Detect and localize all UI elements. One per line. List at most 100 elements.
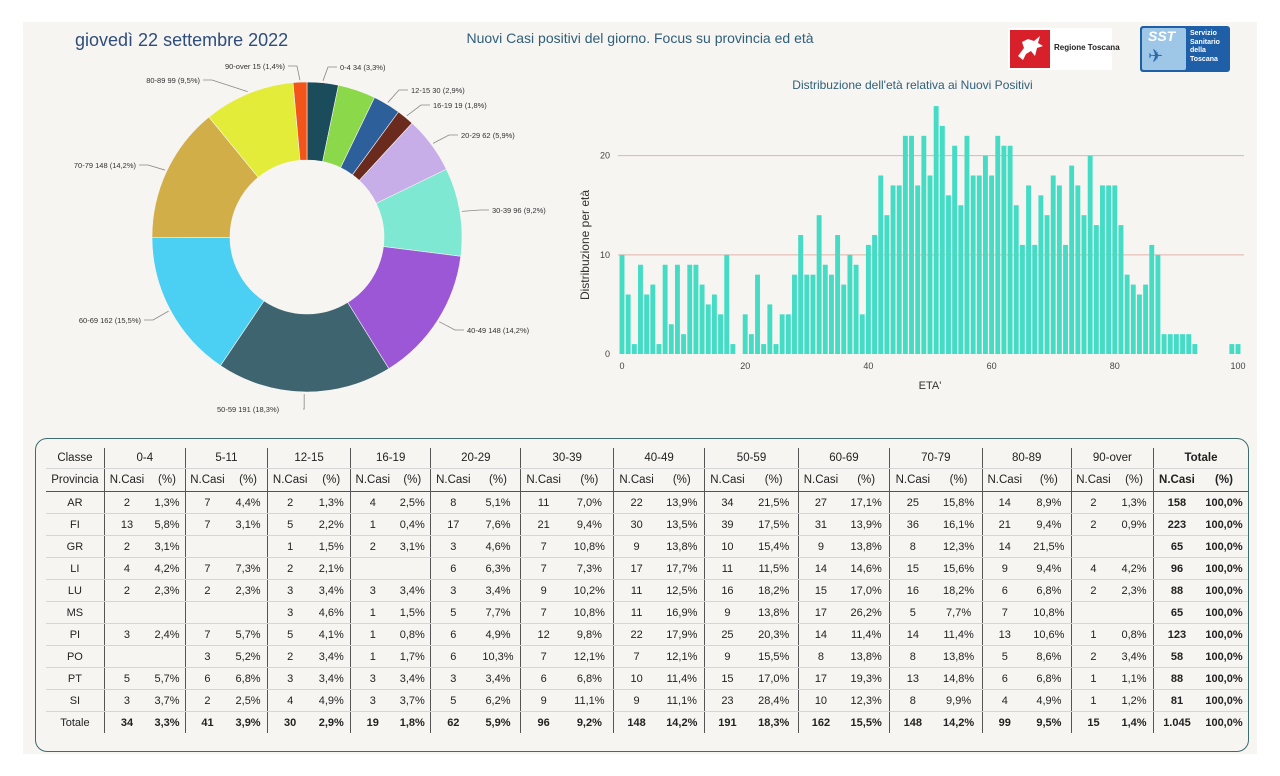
cell-pct: 7,3% (229, 557, 268, 580)
cell-ncasi: 7 (184, 513, 230, 536)
cell-pct: 13,9% (659, 491, 705, 514)
hist-bar (822, 264, 828, 354)
cell-pct: 17,5% (749, 513, 799, 536)
cell-total-pct: 100,0% (1199, 535, 1248, 558)
subheader-ncasi: N.Casi (797, 468, 844, 492)
cell-pct: 14,6% (843, 557, 890, 580)
cell-pct: 10,3% (475, 645, 521, 668)
cell-pct: 12,1% (659, 645, 705, 668)
hist-bar (878, 175, 884, 354)
total-ncasi: 62 (430, 711, 476, 733)
cell-ncasi: 13 (889, 667, 936, 690)
subheader-ncasi: N.Casi (430, 468, 476, 492)
hist-bar (909, 135, 914, 354)
cell-pct: 28,4% (749, 689, 799, 712)
province-code: LU (46, 579, 105, 602)
donut-slice-50-59 (220, 300, 390, 393)
cell-pct: 0,9% (1115, 513, 1154, 536)
province-code: FI (46, 513, 105, 536)
subheader-ncasi: N.Casi (1070, 468, 1116, 492)
cell-pct: 3,4% (312, 667, 351, 690)
table-row: FI 13 5,8% 7 3,1% 5 2,2% 1 0,4% 17 7,6% 21 9,4% 30 13,… (46, 513, 1248, 536)
cell-pct: 3,4% (475, 579, 521, 602)
province-age-table: Classe 0-4 5-11 12-15 16-19 20-29 30-39 40-49 50… (46, 448, 1248, 733)
cell-pct: 18,2% (935, 579, 983, 602)
cell-pct: 26,2% (843, 601, 890, 624)
cell-ncasi: 9 (704, 645, 750, 668)
hist-bar (619, 254, 625, 354)
cell-ncasi: 14 (797, 557, 844, 580)
donut-leader-line (322, 66, 337, 81)
cell-pct: 5,7% (149, 667, 186, 690)
cell-total-pct: 100,0% (1199, 645, 1248, 668)
cell-pct: 2,2% (312, 513, 351, 536)
cell-ncasi: 3 (103, 623, 150, 646)
subheader-pct: (%) (312, 468, 351, 492)
hist-bar (767, 304, 773, 354)
cell-ncasi: 6 (981, 667, 1027, 690)
cell-ncasi: 1 (350, 601, 395, 624)
hist-bar (964, 135, 970, 354)
hist-bar (1124, 274, 1130, 354)
header-classe: Classe (46, 448, 105, 469)
cell-pct (149, 601, 186, 624)
hist-ylabel: Distribuzione per età (578, 190, 592, 300)
dashboard-title: Nuovi Casi positivi del giorno. Focus su… (466, 30, 814, 46)
donut-label: 90-over 15 (1,4%) (225, 62, 286, 71)
cell-ncasi: 7 (184, 623, 230, 646)
cell-total-pct: 100,0% (1199, 689, 1248, 712)
hist-bar (1161, 334, 1167, 354)
cell-pct: 6,8% (229, 667, 268, 690)
cell-ncasi: 10 (704, 535, 750, 558)
cell-ncasi: 17 (797, 667, 844, 690)
cell-pct: 10,8% (565, 535, 614, 558)
cell-ncasi: 6 (430, 623, 476, 646)
cell-ncasi: 9 (704, 601, 750, 624)
cell-pct: 4,9% (312, 689, 351, 712)
hist-bar (989, 175, 995, 354)
hist-bar (927, 175, 933, 354)
table-row: SI 3 3,7% 2 2,5% 4 4,9% 3 3,7% 5 6,2% 9 11,1% 9 11,1% 2… (46, 689, 1248, 712)
cell-pct: 1,5% (394, 601, 431, 624)
cell-ncasi: 22 (612, 623, 660, 646)
subheader-ncasi: N.Casi (520, 468, 566, 492)
header-provincia: Provincia (46, 468, 105, 492)
hist-bar (810, 274, 816, 354)
header-age-group: 30-39 (520, 448, 614, 469)
hist-bar (828, 274, 834, 354)
cell-pct: 3,7% (394, 689, 431, 712)
hist-bar (1081, 215, 1087, 354)
hist-bar (631, 344, 637, 354)
hist-bar (1180, 334, 1186, 354)
cell-pct: 3,4% (312, 579, 351, 602)
hist-bar (1050, 175, 1056, 354)
totals-label: Totale (46, 711, 105, 733)
cell-pct: 20,3% (749, 623, 799, 646)
hist-bar (1155, 254, 1161, 354)
cell-pct: 21,5% (1026, 535, 1072, 558)
cell-pct: 18,2% (749, 579, 799, 602)
cell-ncasi: 1 (1070, 667, 1116, 690)
cell-ncasi: 14 (889, 623, 936, 646)
hist-bar (902, 135, 908, 354)
total-pct: 1,4% (1115, 711, 1154, 733)
histogram-title: Distribuzione dell'età relativa ai Nuovi… (792, 78, 1033, 92)
cell-ncasi: 9 (612, 689, 660, 712)
cell-pct: 1,2% (1115, 689, 1154, 712)
cell-ncasi: 31 (797, 513, 844, 536)
total-ncasi: 148 (889, 711, 936, 733)
cell-ncasi: 22 (612, 491, 660, 514)
subheader-pct: (%) (394, 468, 431, 492)
hist-bar (699, 284, 705, 354)
cell-pct: 17,0% (749, 667, 799, 690)
cell-total-pct: 100,0% (1199, 557, 1248, 580)
hist-bar (1118, 225, 1124, 354)
cell-total-ncasi: 81 (1152, 689, 1200, 712)
subheader-pct: (%) (1026, 468, 1072, 492)
province-code: SI (46, 689, 105, 712)
subheader-ncasi-total: N.Casi (1152, 468, 1200, 492)
cell-ncasi: 3 (430, 667, 476, 690)
cell-pct: 2,4% (149, 623, 186, 646)
hist-bar (1038, 195, 1044, 354)
cell-pct: 6,2% (475, 689, 521, 712)
